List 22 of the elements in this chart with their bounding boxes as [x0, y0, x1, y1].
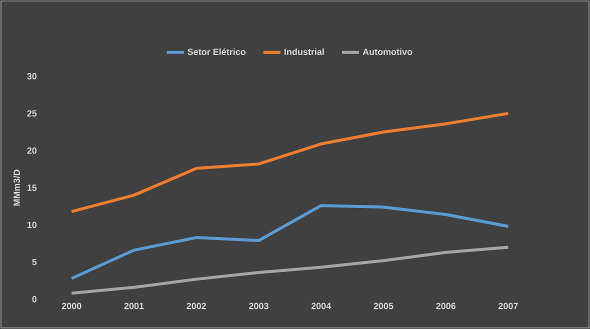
y-tick-label: 25 — [27, 110, 37, 117]
line-series — [70, 112, 510, 214]
y-tick-label: 5 — [32, 258, 37, 266]
y-axis-title: MMm3/D — [13, 170, 20, 206]
x-tick-label: 2001 — [124, 302, 144, 310]
legend-label: Setor Elétrico — [188, 48, 246, 56]
y-tick-label: 20 — [27, 147, 37, 154]
x-tick-label: 2003 — [249, 302, 268, 310]
x-tick-label: 2000 — [62, 302, 82, 310]
line-series — [70, 246, 510, 295]
y-tick-label: 15 — [27, 184, 37, 191]
x-tick-label: 2006 — [436, 302, 456, 310]
x-tick-label: 2002 — [186, 302, 206, 310]
y-tick-label: 30 — [27, 73, 37, 80]
legend-label: Industrial — [284, 48, 324, 56]
x-tick-label: 2007 — [498, 302, 518, 310]
line-series — [70, 204, 510, 280]
x-tick-label: 2004 — [311, 302, 332, 310]
y-tick-label: 10 — [27, 222, 37, 228]
legend-label: Automotivo — [362, 48, 412, 56]
x-tick-label: 2005 — [374, 302, 394, 310]
y-tick-label: 0 — [32, 296, 37, 302]
